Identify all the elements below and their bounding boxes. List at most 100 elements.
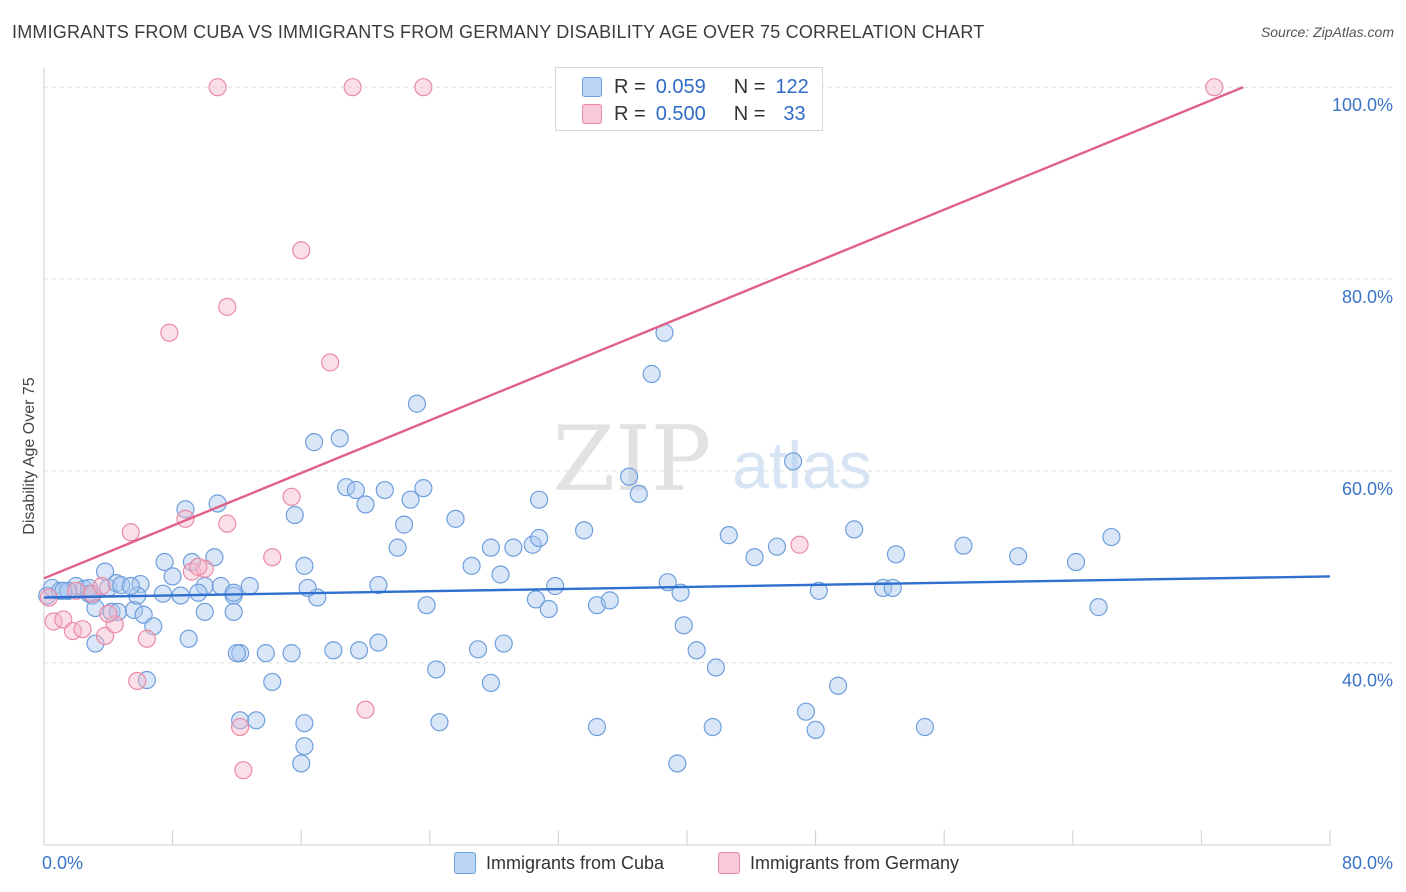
gridlines bbox=[44, 86, 1392, 664]
cuba-point bbox=[330, 429, 349, 448]
cuba-point bbox=[1102, 527, 1121, 547]
germany-point bbox=[99, 604, 118, 623]
germany-n-label: N = bbox=[733, 102, 766, 125]
cuba-point bbox=[95, 562, 115, 581]
germany-point bbox=[128, 671, 147, 691]
cuba-point bbox=[324, 641, 343, 660]
cuba-point bbox=[530, 490, 549, 509]
cuba-point bbox=[240, 576, 259, 596]
cuba-point bbox=[155, 552, 174, 572]
cuba-point bbox=[407, 394, 427, 413]
germany-swatch bbox=[582, 104, 602, 124]
cuba-r-label: R = bbox=[614, 75, 646, 98]
bottom-cuba-swatch bbox=[454, 852, 476, 874]
cuba-point bbox=[153, 584, 173, 603]
cuba-point bbox=[587, 717, 607, 737]
cuba-point bbox=[346, 480, 365, 500]
germany-point bbox=[321, 353, 340, 372]
cuba-point bbox=[526, 590, 545, 609]
cuba-point bbox=[263, 672, 282, 692]
germany-point bbox=[137, 629, 156, 648]
cuba-point bbox=[706, 658, 726, 677]
germany-point bbox=[218, 297, 237, 316]
germany-point bbox=[73, 620, 92, 639]
cuba-point bbox=[427, 660, 446, 679]
cuba-point bbox=[446, 509, 465, 528]
cuba-point bbox=[304, 433, 324, 452]
germany-point bbox=[67, 581, 86, 600]
bottom-germany-label: Immigrants from Germany bbox=[750, 852, 960, 873]
cuba-point bbox=[491, 565, 510, 584]
cuba-point bbox=[414, 479, 433, 498]
cuba-point bbox=[176, 500, 195, 519]
cuba-r-value: 0.059 bbox=[655, 75, 706, 98]
germany-point bbox=[189, 557, 208, 576]
cuba-point bbox=[668, 754, 687, 773]
cuba-point bbox=[504, 538, 523, 557]
y-tick-label-40: 40.0% bbox=[1342, 671, 1393, 691]
germany-point bbox=[231, 717, 250, 737]
cuba-point bbox=[796, 702, 816, 721]
cuba-point bbox=[369, 633, 388, 652]
cuba-point bbox=[575, 521, 594, 540]
germany-point bbox=[356, 700, 375, 719]
cuba-point bbox=[375, 480, 394, 500]
chart-title: IMMIGRANTS FROM CUBA VS IMMIGRANTS FROM … bbox=[12, 22, 985, 42]
germany-point bbox=[121, 523, 140, 542]
legend-row-cuba: R = 0.059 N = 122 bbox=[582, 74, 809, 100]
y-tick-label-60: 60.0% bbox=[1342, 479, 1393, 499]
bottom-germany-swatch bbox=[718, 852, 740, 874]
cuba-point bbox=[137, 670, 156, 690]
cuba-n-label: N = bbox=[733, 75, 766, 98]
cuba-point bbox=[719, 526, 738, 545]
germany-point bbox=[105, 615, 124, 634]
cuba-n-value: 122 bbox=[775, 75, 809, 98]
cuba-point bbox=[124, 600, 144, 620]
cuba-point bbox=[121, 576, 140, 596]
cuba-point bbox=[295, 737, 314, 756]
cuba-point bbox=[112, 575, 131, 595]
cuba-point bbox=[417, 596, 436, 615]
cuba-points bbox=[38, 323, 1121, 773]
cuba-point bbox=[295, 714, 314, 733]
cuba-point bbox=[430, 713, 449, 732]
cuba-point bbox=[703, 717, 722, 737]
bottom-legend-germany: Immigrants from Germany bbox=[718, 852, 959, 874]
trend-lines bbox=[43, 86, 1331, 599]
cuba-point bbox=[388, 538, 407, 557]
cuba-trend-line bbox=[43, 575, 1331, 599]
cuba-point bbox=[809, 581, 828, 600]
cuba-point bbox=[231, 711, 250, 730]
cuba-point bbox=[356, 495, 375, 514]
y-tick-label-100: 100.0% bbox=[1332, 95, 1393, 115]
watermark-zip: ZIP bbox=[553, 407, 712, 512]
cuba-point bbox=[224, 583, 243, 602]
cuba-point bbox=[292, 754, 311, 773]
cuba-point bbox=[687, 641, 706, 660]
y-axis-title: Disability Age Over 75 bbox=[21, 377, 38, 535]
cuba-point bbox=[295, 556, 314, 575]
germany-point bbox=[208, 78, 227, 97]
germany-trend-line bbox=[43, 86, 1244, 580]
germany-point bbox=[292, 241, 311, 260]
x-tick-label-min: 0.0% bbox=[42, 853, 83, 873]
x-tick-label-max: 80.0% bbox=[1342, 853, 1393, 873]
germany-point bbox=[160, 323, 179, 342]
germany-point bbox=[92, 576, 111, 596]
cuba-point bbox=[285, 505, 304, 525]
x-tick-marks bbox=[43, 830, 1331, 845]
cuba-point bbox=[671, 583, 690, 602]
cuba-swatch bbox=[582, 77, 602, 97]
cuba-point bbox=[883, 578, 902, 598]
cuba-point bbox=[468, 640, 488, 659]
cuba-point bbox=[179, 629, 198, 648]
cuba-point bbox=[195, 602, 214, 622]
cuba-point bbox=[886, 545, 906, 564]
germany-r-label: R = bbox=[614, 102, 646, 125]
cuba-point bbox=[767, 537, 787, 556]
y-tick-label-80: 80.0% bbox=[1342, 287, 1393, 307]
germany-n-value: 33 bbox=[783, 102, 806, 125]
germany-point bbox=[218, 514, 237, 533]
germany-point bbox=[195, 559, 214, 578]
cuba-point bbox=[481, 538, 500, 557]
